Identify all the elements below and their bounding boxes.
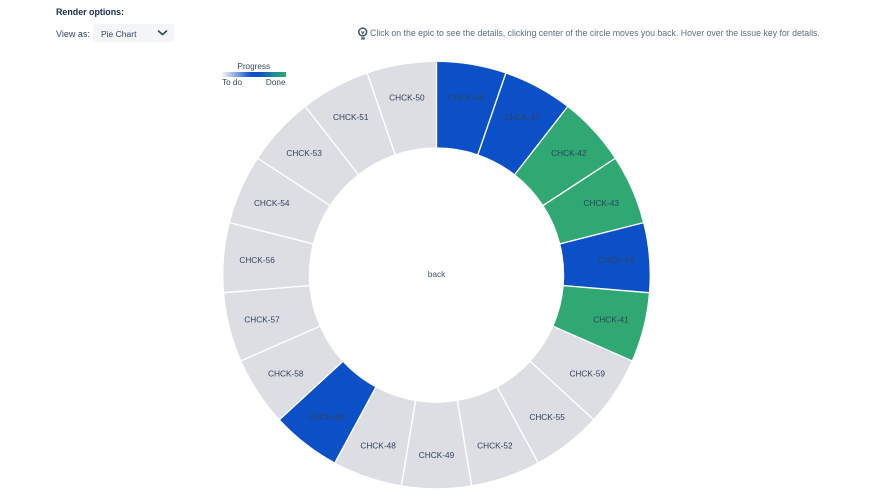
svg-text:CHCK-51: CHCK-51 (333, 112, 369, 122)
svg-text:CHCK-47: CHCK-47 (504, 112, 540, 122)
svg-text:CHCK-59: CHCK-59 (569, 369, 605, 379)
svg-text:CHCK-45: CHCK-45 (448, 93, 484, 103)
svg-text:CHCK-54: CHCK-54 (254, 198, 290, 208)
svg-text:CHCK-56: CHCK-56 (239, 255, 275, 265)
svg-text:CHCK-41: CHCK-41 (593, 314, 629, 324)
svg-text:CHCK-52: CHCK-52 (477, 440, 513, 450)
svg-text:CHCK-49: CHCK-49 (419, 450, 455, 460)
svg-text:CHCK-46: CHCK-46 (308, 412, 344, 422)
svg-text:CHCK-43: CHCK-43 (584, 198, 620, 208)
svg-text:CHCK-42: CHCK-42 (551, 148, 587, 158)
svg-text:CHCK-53: CHCK-53 (286, 148, 322, 158)
svg-text:CHCK-58: CHCK-58 (268, 369, 304, 379)
svg-text:CHCK-55: CHCK-55 (529, 412, 565, 422)
svg-text:CHCK-48: CHCK-48 (360, 440, 396, 450)
svg-text:CHCK-44: CHCK-44 (598, 255, 634, 265)
svg-text:CHCK-50: CHCK-50 (389, 93, 425, 103)
svg-text:back: back (428, 269, 446, 279)
svg-text:CHCK-57: CHCK-57 (244, 314, 280, 324)
